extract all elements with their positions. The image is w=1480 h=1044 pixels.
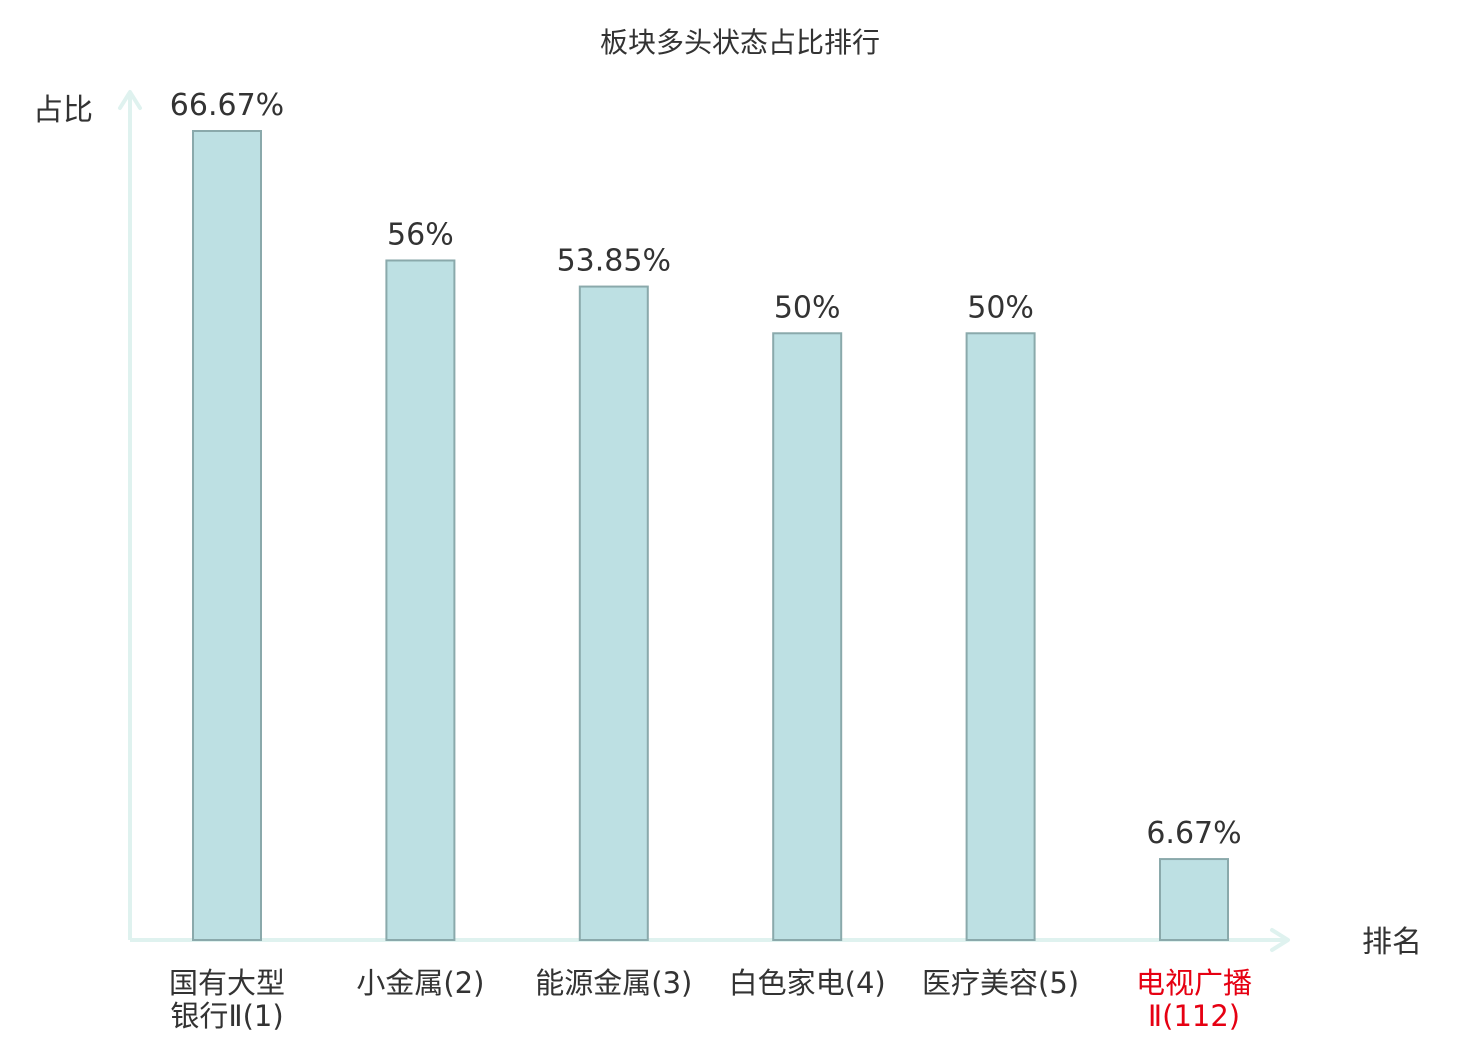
bar[interactable] [965,332,1036,941]
bar-value-label: 56% [387,217,454,252]
bar[interactable] [1159,858,1229,941]
category-tick-label: 白色家电(4) [729,966,886,1000]
y-axis-arrow-icon [118,90,142,110]
bar-value-label: 66.67% [170,88,284,123]
bars-group [192,130,1229,941]
bar[interactable] [192,130,262,941]
bar[interactable] [772,332,843,941]
bar[interactable] [385,259,456,941]
category-tick-label: Ⅱ(112) [1148,999,1240,1033]
category-tick-label: 国有大型 [169,966,285,1000]
category-tick-label: 医疗美容(5) [922,966,1079,1000]
bar-value-label: 53.85% [557,244,671,279]
category-tick-label: 小金属(2) [356,966,484,1000]
category-tick-label: 电视广播 [1136,966,1252,1000]
y-axis-label: 占比 [33,93,93,128]
category-tick-label: 银行Ⅱ(1) [170,999,283,1033]
bar-value-label: 50% [774,290,841,325]
chart-title: 板块多头状态占比排行 [600,26,880,59]
axes [118,90,1290,952]
x-axis-arrow-icon [1270,928,1290,952]
category-tick-label: 能源金属(3) [535,966,692,1000]
x-axis-label: 排名 [1362,925,1422,960]
bar-value-label: 6.67% [1146,816,1241,851]
value-labels-group: 66.67% 56% 53.85% 50% 50% 6.67% [170,88,1242,851]
bar[interactable] [578,285,649,941]
bar-value-label: 50% [967,290,1034,325]
